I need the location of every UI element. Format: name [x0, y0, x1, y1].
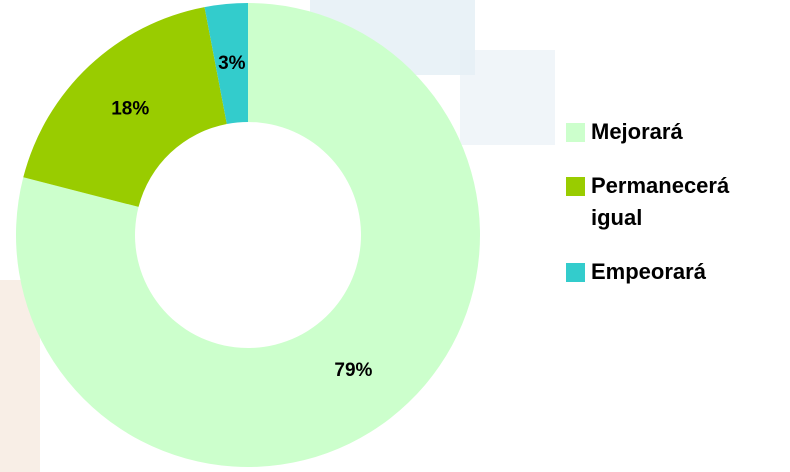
legend-swatch: [566, 263, 585, 282]
data-label: 3%: [218, 53, 246, 74]
legend-swatch: [566, 177, 585, 196]
background-photo: [460, 50, 555, 145]
donut-segment: [15, 3, 481, 467]
data-label: 18%: [111, 99, 149, 120]
legend-label: Mejorará: [591, 119, 683, 144]
legend-item: Empeorará: [566, 256, 786, 288]
legend: Mejorará Permanecerá igual Empeorará: [566, 116, 786, 310]
legend-label: Empeorará: [591, 259, 706, 284]
data-label: 79%: [334, 360, 372, 381]
donut-segment: [204, 3, 248, 125]
legend-swatch: [566, 123, 585, 142]
legend-item: Mejorará: [566, 116, 786, 148]
donut-segment: [23, 7, 227, 207]
legend-label: Permanecerá igual: [591, 173, 730, 230]
legend-item: Permanecerá igual: [566, 170, 786, 234]
